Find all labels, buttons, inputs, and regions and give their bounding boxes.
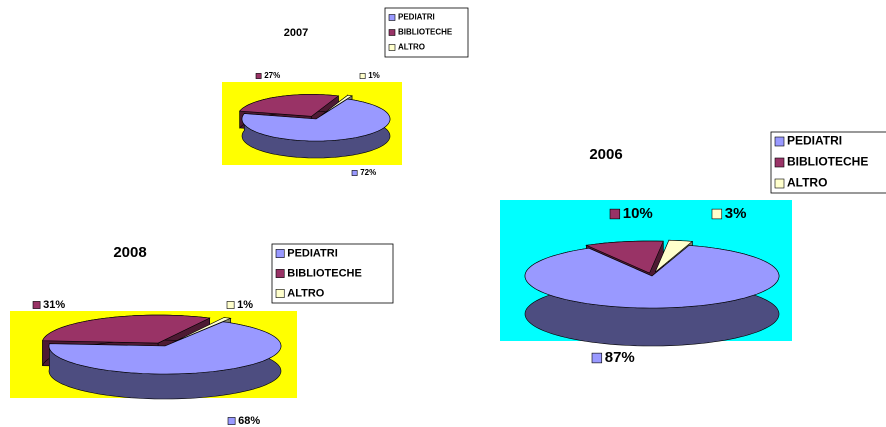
legend-label: PEDIATRI [787, 134, 842, 148]
legend-swatch [388, 29, 396, 36]
legend-label: PEDIATRI [287, 247, 338, 259]
label-swatch [227, 417, 236, 425]
legend-swatch [275, 269, 285, 278]
chart-title: 2007 [284, 27, 308, 39]
legend-swatch [388, 14, 396, 21]
legend-swatch [388, 44, 396, 51]
pie-slice [654, 239, 694, 273]
legend-label: ALTRO [398, 43, 425, 52]
pie-slice [239, 94, 340, 117]
legend-box [384, 7, 469, 58]
label-swatch [711, 208, 723, 220]
legend-swatch [275, 249, 285, 258]
legend-label: BIBLIOTECHE [787, 155, 868, 169]
legend-label: ALTRO [287, 287, 325, 299]
pie-slice [42, 314, 211, 344]
data-label: 31% [43, 299, 65, 311]
label-swatch [591, 352, 603, 364]
data-label: 27% [264, 71, 280, 80]
pie-slice [241, 98, 391, 142]
legend-swatch [774, 136, 785, 147]
data-label: 1% [237, 299, 253, 311]
pie-slice [48, 321, 282, 375]
chart-title: 2008 [113, 244, 146, 261]
legend-swatch [774, 178, 785, 189]
pie-slice [585, 240, 664, 274]
legend-label: ALTRO [787, 176, 827, 190]
legend-label: PEDIATRI [398, 13, 435, 22]
label-swatch [255, 73, 262, 79]
data-label: 1% [368, 71, 380, 80]
legend-swatch [774, 157, 785, 168]
legend-label: BIBLIOTECHE [398, 28, 453, 37]
label-swatch [351, 170, 358, 176]
data-label: 10% [623, 205, 653, 222]
label-swatch [226, 301, 235, 309]
data-label: 72% [360, 168, 376, 177]
data-label: 68% [238, 415, 260, 427]
label-swatch [359, 73, 366, 79]
legend-label: BIBLIOTECHE [287, 267, 362, 279]
pie-slice [524, 245, 780, 309]
label-swatch [32, 301, 41, 309]
data-label: 87% [605, 349, 635, 366]
legend-box [271, 243, 394, 304]
chart-title: 2006 [589, 146, 622, 163]
legend-box [770, 131, 886, 194]
data-label: 3% [725, 205, 747, 222]
label-swatch [609, 208, 621, 220]
legend-swatch [275, 289, 285, 298]
